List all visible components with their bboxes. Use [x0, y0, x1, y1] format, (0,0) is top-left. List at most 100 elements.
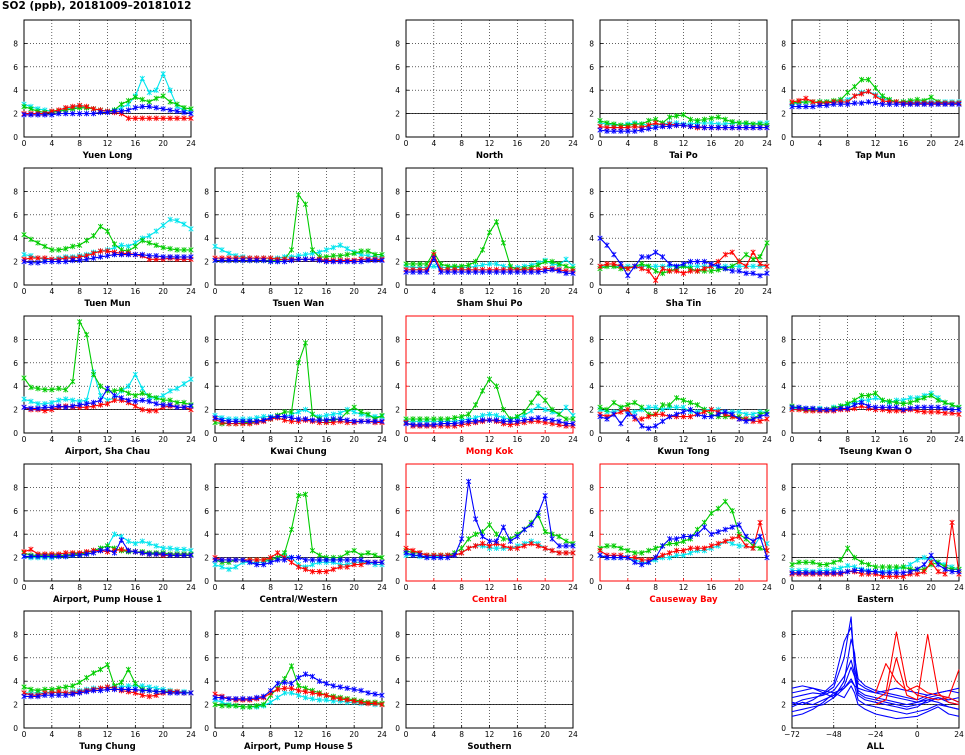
data-point-blue — [611, 554, 617, 561]
data-point-blue — [21, 258, 27, 265]
station-name: Tai Po — [669, 151, 698, 161]
data-point-blue — [722, 409, 728, 415]
data-point-blue — [486, 417, 493, 423]
y-tick-label: 4 — [13, 234, 18, 243]
data-point-red — [139, 692, 145, 699]
data-point-cyan — [736, 543, 742, 549]
data-point-green — [351, 250, 357, 257]
data-point-green — [666, 114, 673, 120]
data-point-blue — [535, 414, 541, 421]
data-point-green — [715, 505, 721, 512]
x-tick-label: 20 — [158, 139, 168, 148]
data-point-green — [563, 416, 569, 422]
data-point-blue — [97, 109, 104, 116]
y-tick-label: 0 — [13, 577, 18, 586]
y-tick-label: 8 — [13, 39, 18, 48]
data-point-blue — [160, 551, 166, 557]
data-point-blue — [35, 553, 41, 560]
data-point-blue — [379, 418, 385, 425]
data-point-cyan — [167, 216, 173, 223]
data-point-blue — [344, 417, 350, 423]
data-point-blue — [351, 258, 357, 265]
data-point-red — [949, 519, 955, 526]
data-point-green — [687, 399, 694, 406]
data-point-green — [337, 252, 343, 259]
y-tick-label: 6 — [13, 654, 18, 663]
data-point-blue — [302, 557, 309, 563]
data-point-blue — [132, 686, 138, 693]
x-tick-label: 0 — [404, 730, 409, 739]
data-point-green — [372, 552, 378, 559]
data-point-blue — [226, 257, 232, 264]
data-point-red — [736, 258, 742, 265]
data-point-blue — [28, 405, 34, 412]
data-point-cyan — [907, 561, 913, 568]
y-tick-label: 4 — [589, 382, 594, 391]
data-point-green — [472, 402, 479, 408]
data-point-red — [729, 249, 735, 256]
data-point-blue — [226, 418, 232, 425]
data-point-green — [181, 399, 187, 406]
data-point-blue — [618, 420, 624, 427]
data-point-cyan — [111, 531, 118, 537]
data-point-green — [729, 118, 735, 125]
data-point-blue — [625, 272, 631, 279]
data-point-red — [666, 268, 673, 274]
y-tick-label: 6 — [13, 359, 18, 368]
data-point-red — [181, 115, 187, 122]
data-point-blue — [493, 538, 500, 545]
data-point-blue — [49, 258, 55, 265]
data-point-blue — [796, 404, 802, 411]
data-point-blue — [70, 403, 76, 409]
data-point-blue — [153, 400, 159, 407]
data-point-blue — [479, 417, 486, 423]
x-tick-label: 16 — [899, 139, 909, 148]
data-point-blue — [63, 258, 69, 265]
data-point-blue — [344, 557, 350, 563]
data-point-cyan — [174, 546, 180, 553]
data-point-blue — [424, 422, 430, 428]
y-tick-label: 2 — [781, 554, 786, 563]
data-point-green — [153, 395, 159, 401]
data-point-red — [535, 543, 541, 549]
data-point-blue — [729, 268, 735, 274]
x-tick-label: 24 — [377, 730, 387, 739]
data-point-blue — [174, 108, 180, 115]
data-point-green — [288, 409, 295, 415]
data-point-red — [708, 406, 714, 413]
y-tick-label: 8 — [13, 187, 18, 196]
data-point-blue — [417, 422, 423, 428]
data-point-green — [358, 552, 364, 559]
y-tick-label: 4 — [395, 234, 400, 243]
data-point-blue — [337, 557, 343, 563]
data-point-blue — [111, 550, 118, 556]
x-tick-label: 24 — [762, 583, 772, 592]
y-tick-label: 2 — [589, 258, 594, 267]
data-point-red — [653, 411, 659, 418]
data-point-blue — [42, 404, 48, 411]
y-tick-label: 4 — [13, 382, 18, 391]
data-point-blue — [240, 257, 246, 264]
data-point-green — [743, 120, 749, 126]
y-tick-label: 8 — [13, 483, 18, 492]
data-point-green — [125, 390, 131, 397]
station-name: Sham Shui Po — [457, 299, 523, 309]
data-point-blue — [125, 251, 131, 258]
y-tick-label: 0 — [204, 281, 209, 290]
data-point-green — [111, 388, 118, 394]
data-point-blue — [750, 416, 756, 422]
data-point-red — [722, 538, 728, 545]
data-point-blue — [261, 561, 267, 568]
x-tick-label: 12 — [103, 583, 113, 592]
x-tick-label: 0 — [598, 139, 603, 148]
x-tick-label: 8 — [653, 139, 658, 148]
y-tick-label: 4 — [395, 530, 400, 539]
data-point-cyan — [309, 561, 316, 568]
x-tick-label: 4 — [240, 730, 245, 739]
data-point-cyan — [694, 263, 701, 270]
data-point-red — [757, 418, 763, 425]
y-tick-label: 8 — [781, 335, 786, 344]
